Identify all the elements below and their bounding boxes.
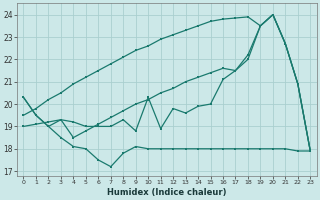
X-axis label: Humidex (Indice chaleur): Humidex (Indice chaleur) <box>107 188 227 197</box>
